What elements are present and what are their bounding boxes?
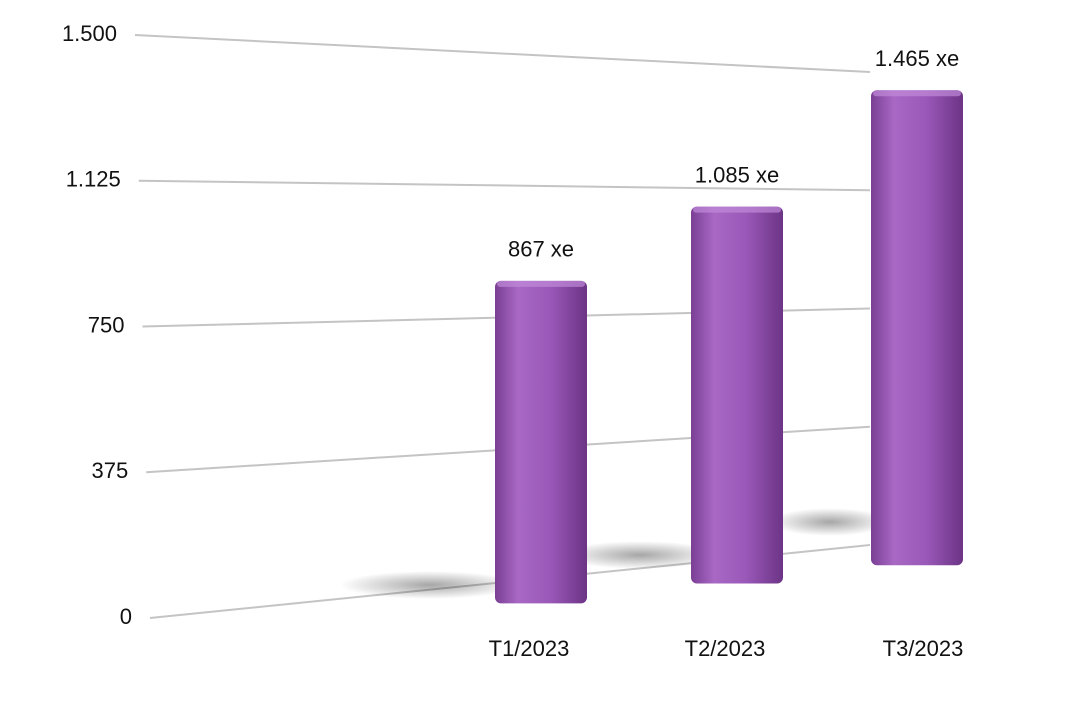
bar [871, 90, 963, 566]
grid-line [138, 179, 871, 192]
x-tick-label: T3/2023 [883, 636, 964, 661]
bar-shadow [560, 541, 720, 569]
y-tick-label: 0 [120, 604, 132, 629]
bar-shadow [340, 571, 520, 599]
shadows [340, 508, 890, 599]
y-tick-label: 1.125 [66, 167, 121, 192]
x-tick-label: T2/2023 [685, 636, 766, 661]
bar [691, 206, 783, 584]
bar-top [873, 90, 961, 97]
y-tick-label: 1.500 [62, 21, 117, 46]
data-label: 1.465 xe [875, 46, 959, 71]
y-tick-label: 750 [88, 312, 125, 337]
bar-top [693, 206, 781, 213]
x-tick-label: T1/2023 [489, 636, 570, 661]
bar-shadow [770, 508, 890, 536]
data-label: 1.085 xe [695, 162, 779, 187]
y-tick-label: 375 [92, 458, 129, 483]
bar-top [497, 280, 585, 287]
bar [495, 280, 587, 604]
grid-line [134, 34, 871, 73]
data-label: 867 xe [508, 237, 574, 262]
